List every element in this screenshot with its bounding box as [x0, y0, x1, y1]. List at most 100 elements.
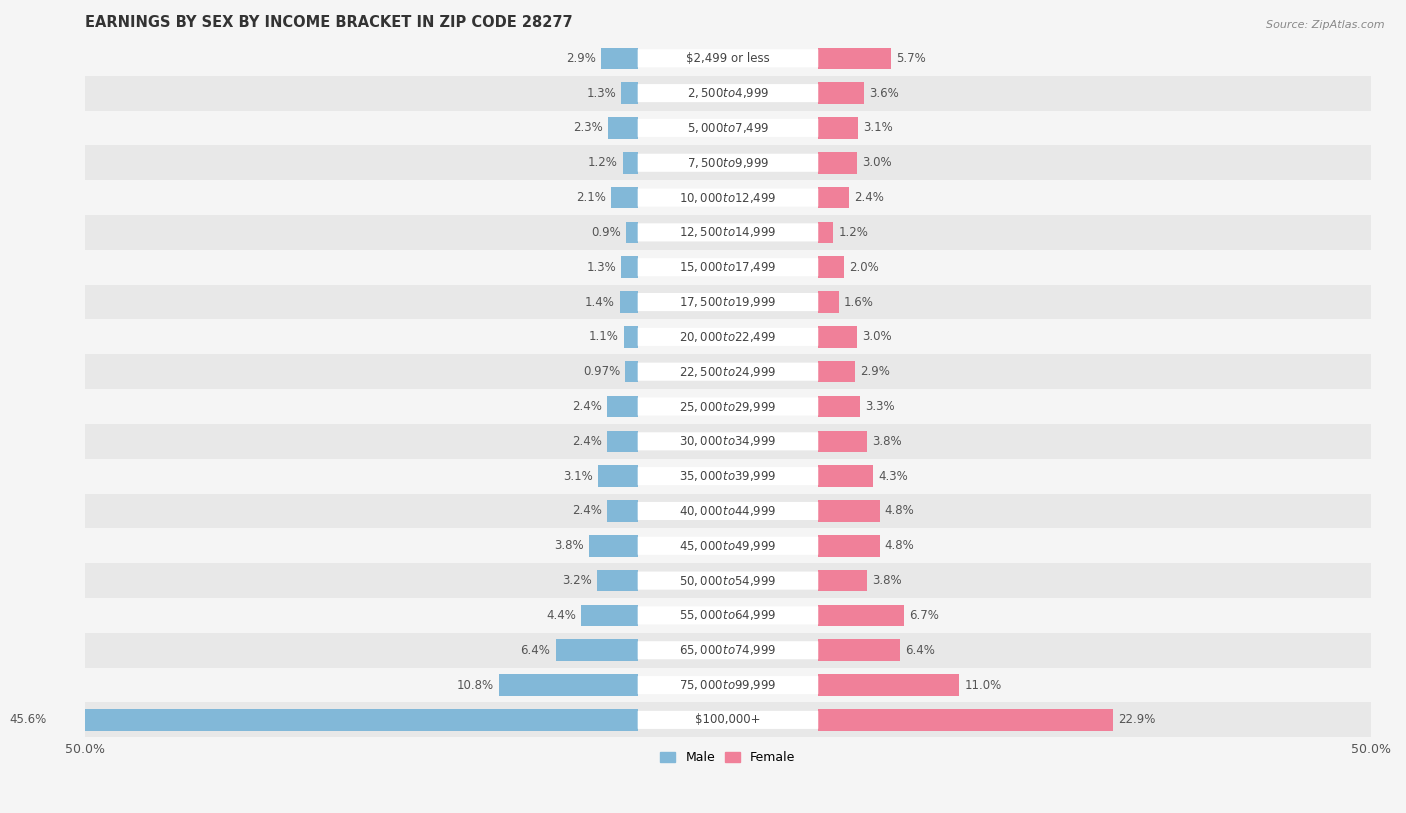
- FancyBboxPatch shape: [638, 398, 818, 415]
- Text: $5,000 to $7,499: $5,000 to $7,499: [686, 121, 769, 135]
- Text: 11.0%: 11.0%: [965, 679, 1002, 692]
- Text: 10.8%: 10.8%: [457, 679, 494, 692]
- Text: $2,500 to $4,999: $2,500 to $4,999: [686, 86, 769, 100]
- Text: 2.4%: 2.4%: [572, 400, 602, 413]
- FancyBboxPatch shape: [638, 572, 818, 589]
- Bar: [555, 640, 638, 661]
- FancyBboxPatch shape: [638, 676, 818, 694]
- Text: 6.4%: 6.4%: [520, 644, 551, 657]
- Text: 45.6%: 45.6%: [8, 713, 46, 726]
- Bar: [84, 320, 1371, 354]
- Text: 2.4%: 2.4%: [853, 191, 884, 204]
- Bar: [84, 633, 1371, 667]
- Text: $75,000 to $99,999: $75,000 to $99,999: [679, 678, 776, 692]
- Bar: [818, 465, 873, 487]
- Text: 2.4%: 2.4%: [572, 504, 602, 517]
- Bar: [818, 152, 856, 173]
- Legend: Male, Female: Male, Female: [655, 746, 800, 769]
- Text: $65,000 to $74,999: $65,000 to $74,999: [679, 643, 776, 657]
- Text: 1.3%: 1.3%: [586, 87, 616, 100]
- FancyBboxPatch shape: [638, 224, 818, 241]
- Text: $50,000 to $54,999: $50,000 to $54,999: [679, 574, 776, 588]
- Bar: [84, 563, 1371, 598]
- Text: 3.8%: 3.8%: [872, 574, 901, 587]
- Bar: [621, 256, 638, 278]
- Bar: [818, 431, 868, 452]
- Bar: [84, 111, 1371, 146]
- Text: 4.4%: 4.4%: [547, 609, 576, 622]
- Text: 4.8%: 4.8%: [884, 504, 915, 517]
- Text: 3.6%: 3.6%: [869, 87, 900, 100]
- FancyBboxPatch shape: [638, 467, 818, 485]
- Bar: [84, 667, 1371, 702]
- FancyBboxPatch shape: [638, 50, 818, 67]
- FancyBboxPatch shape: [638, 711, 818, 729]
- Bar: [818, 291, 838, 313]
- FancyBboxPatch shape: [638, 84, 818, 102]
- Bar: [581, 605, 638, 626]
- Bar: [818, 222, 834, 243]
- Text: 5.7%: 5.7%: [897, 52, 927, 65]
- Text: 1.1%: 1.1%: [589, 330, 619, 343]
- Bar: [52, 709, 638, 731]
- Bar: [84, 41, 1371, 76]
- Bar: [607, 431, 638, 452]
- Text: EARNINGS BY SEX BY INCOME BRACKET IN ZIP CODE 28277: EARNINGS BY SEX BY INCOME BRACKET IN ZIP…: [84, 15, 572, 30]
- Text: $17,500 to $19,999: $17,500 to $19,999: [679, 295, 776, 309]
- Text: 1.4%: 1.4%: [585, 296, 614, 309]
- Text: 1.3%: 1.3%: [586, 261, 616, 274]
- FancyBboxPatch shape: [638, 433, 818, 450]
- Bar: [84, 389, 1371, 424]
- Bar: [818, 570, 868, 591]
- Text: 4.3%: 4.3%: [879, 470, 908, 483]
- Text: 3.1%: 3.1%: [863, 121, 893, 134]
- Text: 3.8%: 3.8%: [872, 435, 901, 448]
- Bar: [84, 215, 1371, 250]
- Text: 0.9%: 0.9%: [592, 226, 621, 239]
- Bar: [607, 396, 638, 417]
- Bar: [84, 424, 1371, 459]
- Text: 2.0%: 2.0%: [849, 261, 879, 274]
- Bar: [607, 500, 638, 522]
- Bar: [818, 326, 856, 348]
- Text: 3.0%: 3.0%: [862, 156, 891, 169]
- FancyBboxPatch shape: [638, 293, 818, 311]
- Text: 6.4%: 6.4%: [905, 644, 935, 657]
- Bar: [84, 598, 1371, 633]
- FancyBboxPatch shape: [638, 119, 818, 137]
- FancyBboxPatch shape: [638, 537, 818, 554]
- FancyBboxPatch shape: [638, 641, 818, 659]
- Bar: [600, 47, 638, 69]
- Text: 3.0%: 3.0%: [862, 330, 891, 343]
- Bar: [818, 674, 959, 696]
- FancyBboxPatch shape: [638, 328, 818, 346]
- Bar: [621, 82, 638, 104]
- Text: 2.3%: 2.3%: [574, 121, 603, 134]
- Bar: [818, 187, 849, 208]
- Bar: [623, 152, 638, 173]
- Bar: [84, 146, 1371, 180]
- Text: $10,000 to $12,499: $10,000 to $12,499: [679, 190, 776, 205]
- Bar: [84, 180, 1371, 215]
- Bar: [818, 535, 880, 557]
- Bar: [84, 76, 1371, 111]
- FancyBboxPatch shape: [638, 259, 818, 276]
- Text: $15,000 to $17,499: $15,000 to $17,499: [679, 260, 776, 274]
- Bar: [818, 82, 865, 104]
- Bar: [84, 250, 1371, 285]
- Text: $25,000 to $29,999: $25,000 to $29,999: [679, 399, 776, 414]
- Text: $30,000 to $34,999: $30,000 to $34,999: [679, 434, 776, 448]
- Text: 22.9%: 22.9%: [1118, 713, 1154, 726]
- Text: 3.8%: 3.8%: [554, 539, 583, 552]
- Bar: [598, 465, 638, 487]
- Text: 2.9%: 2.9%: [565, 52, 596, 65]
- FancyBboxPatch shape: [638, 189, 818, 207]
- Bar: [818, 500, 880, 522]
- Bar: [818, 47, 891, 69]
- Text: $7,500 to $9,999: $7,500 to $9,999: [686, 156, 769, 170]
- Text: Source: ZipAtlas.com: Source: ZipAtlas.com: [1267, 20, 1385, 29]
- Bar: [84, 459, 1371, 493]
- Bar: [612, 187, 638, 208]
- Bar: [626, 222, 638, 243]
- Text: $55,000 to $64,999: $55,000 to $64,999: [679, 608, 776, 623]
